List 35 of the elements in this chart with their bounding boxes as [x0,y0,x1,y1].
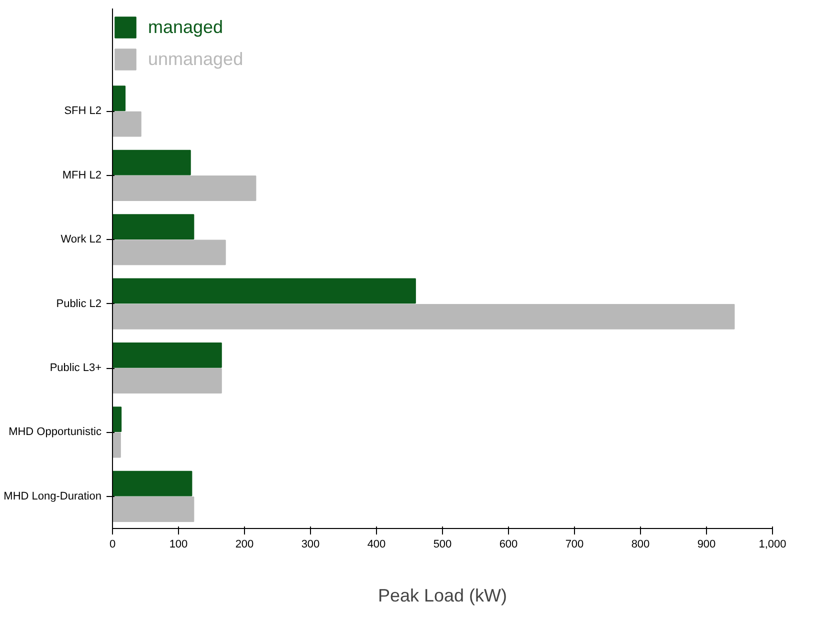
x-tick-label: 100 [169,538,188,550]
bar [112,496,194,522]
bar [112,278,416,304]
bar [112,86,126,112]
bar [112,176,256,201]
y-tick-label: MHD Opportunistic [8,426,102,438]
x-tick-label: 600 [499,538,518,550]
legend-label: unmanaged [148,48,244,70]
y-tick-label: MHD Long-Duration [4,490,102,502]
y-tick-label: Work L2 [60,234,102,246]
x-tick-label: 300 [301,538,320,550]
y-tick-label: Public L3+ [50,362,102,374]
bar [112,432,121,458]
x-tick-label: 0 [109,538,116,550]
bar [112,214,194,240]
bar [112,368,222,394]
bar [112,470,192,496]
bar [112,111,142,137]
x-tick-label: 500 [433,538,452,550]
y-tick-label: MFH L2 [62,169,102,182]
bar [112,342,222,368]
y-tick-label: SFH L2 [64,105,102,118]
x-tick-label: 400 [367,538,386,550]
y-tick-label: Public L2 [56,298,102,310]
x-tick-label: 1,000 [758,538,786,550]
legend-label: managed [148,16,224,38]
x-tick-label: 800 [631,538,650,550]
bar [112,240,226,266]
x-tick-label: 200 [235,538,254,550]
x-tick-label: 700 [565,538,584,550]
x-tick-label: 900 [697,538,716,550]
bar [112,150,191,176]
x-axis-title: Peak Load (kW) [378,586,508,606]
bar [112,304,735,330]
bar [112,406,122,432]
